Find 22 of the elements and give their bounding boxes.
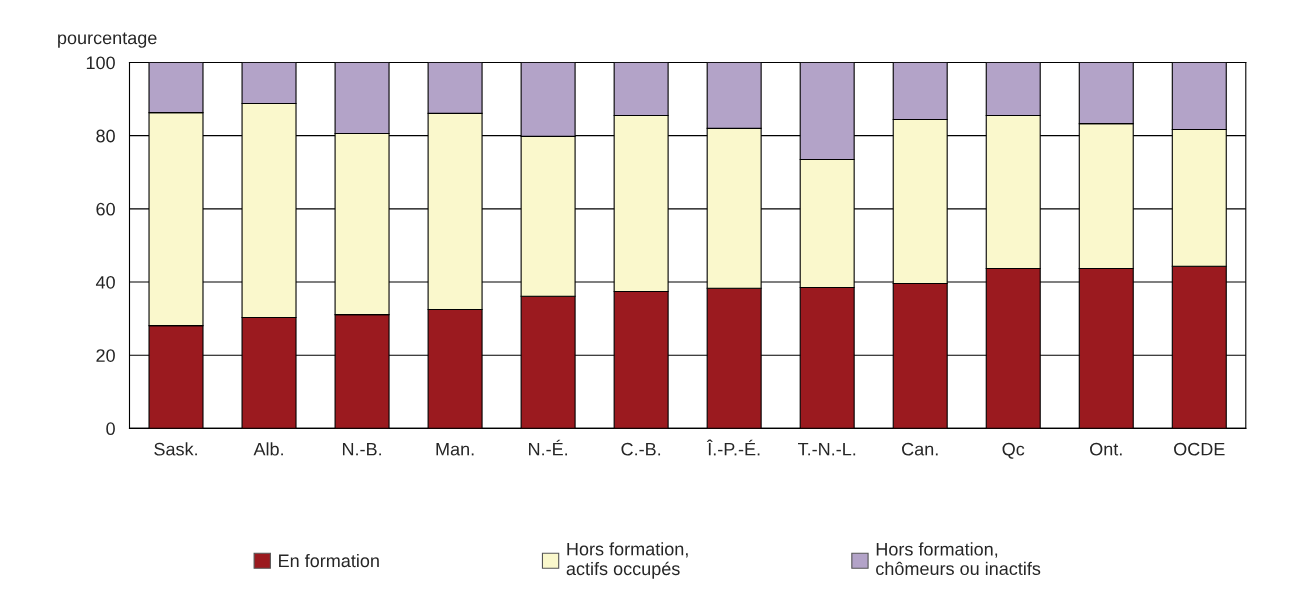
x-tick-label: N.-É. (529, 439, 568, 456)
x-tick-label: Sask. (154, 442, 197, 456)
x-tick-label: N.-B. (342, 442, 381, 456)
x-tick-label: Can. (902, 442, 938, 456)
x-tick-label: Ont. (1090, 442, 1122, 456)
x-tick-label: Qc (1002, 442, 1025, 459)
y-tick-label: 60 (96, 202, 115, 216)
x-tick-label: OCDE (1174, 442, 1225, 456)
x-tick-label: Î.-P.-É. (706, 439, 760, 456)
y-tick-label: 0 (106, 422, 115, 436)
x-tick-label: T.-N.-L. (798, 442, 856, 456)
y-axis-title: pourcentage (58, 32, 157, 48)
y-tick-label: 80 (96, 129, 115, 143)
legend-label: Hors formation, actifs occupés (566, 542, 688, 579)
x-tick-label: Alb. (253, 442, 283, 456)
y-tick-label: 20 (96, 349, 115, 362)
x-tick-label: C.-B. (621, 442, 661, 456)
y-tick-label: 100 (86, 56, 115, 70)
y-tick-label: 40 (95, 275, 115, 289)
legend-label: Hors formation, chômeurs ou inactifs (876, 542, 1041, 576)
x-tick-label: Man. (436, 442, 474, 456)
legend-label: En formation (279, 553, 379, 568)
